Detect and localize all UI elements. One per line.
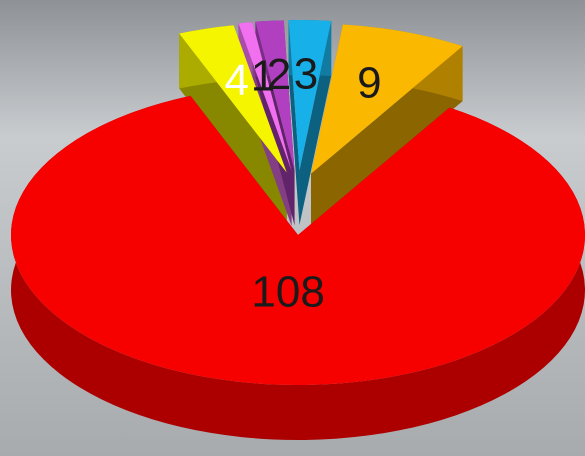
pie-labels: 4 12 3 9 108: [224, 50, 381, 317]
data-label: 2: [267, 50, 291, 99]
slice: [288, 20, 332, 171]
slice: [179, 25, 287, 173]
slice: [255, 20, 295, 171]
data-label: 108: [251, 267, 324, 316]
data-label: 9: [357, 58, 381, 107]
data-label: 4: [224, 56, 248, 105]
slice: [311, 24, 463, 174]
data-label: 1: [251, 52, 275, 101]
slice-wall: [311, 46, 463, 229]
slice: [238, 22, 292, 171]
slice: [11, 95, 585, 385]
data-label: 3: [294, 50, 318, 99]
pie-tops: [11, 20, 585, 385]
